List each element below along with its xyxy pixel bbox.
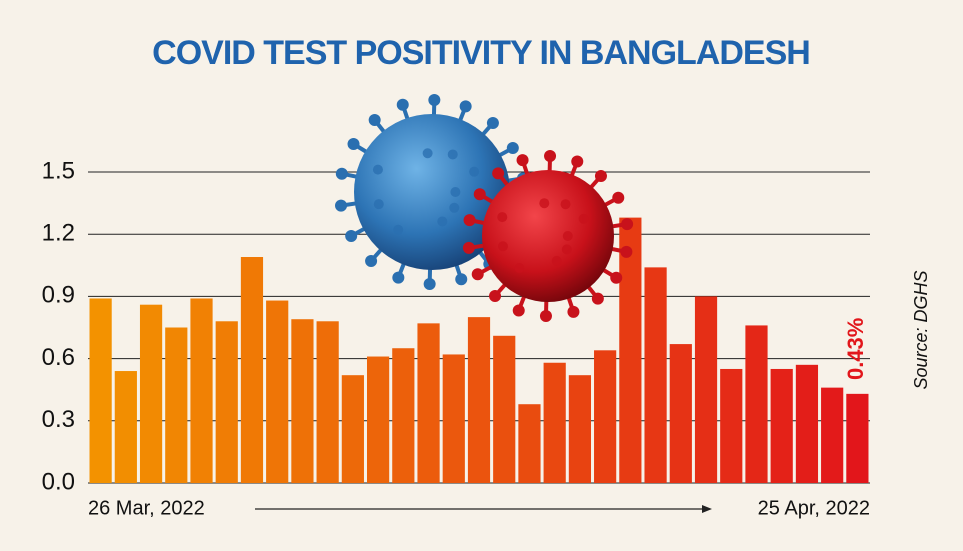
- virus-spike-tip: [571, 155, 584, 168]
- virus-knob: [469, 166, 480, 177]
- bar: [89, 298, 112, 483]
- bar: [366, 356, 390, 483]
- virus-spike-tip: [591, 292, 604, 305]
- virus-knob: [560, 199, 571, 210]
- bar: [316, 321, 339, 483]
- bar: [518, 404, 541, 483]
- virus-spike-tip: [594, 170, 607, 183]
- bar: [417, 323, 440, 483]
- virus-knob: [497, 241, 508, 252]
- virus-spike-tip: [345, 229, 358, 242]
- bar: [493, 335, 516, 483]
- bar: [165, 327, 188, 483]
- virus-knob: [539, 198, 550, 209]
- bar: [442, 354, 465, 483]
- virus-spike-tip: [544, 150, 557, 163]
- y-tick-label: 1.2: [42, 220, 75, 247]
- virus-knob: [422, 148, 433, 159]
- virus-spike-tip: [368, 114, 381, 127]
- virus-knob: [393, 224, 404, 235]
- bar: [644, 267, 667, 483]
- bar: [240, 257, 264, 483]
- virus-spike-tip: [455, 273, 468, 286]
- bar: [745, 325, 768, 483]
- virus-spike-tip: [428, 94, 441, 107]
- virus-spike-tip: [335, 167, 348, 180]
- virus-spike-tip: [335, 199, 348, 212]
- virus-illustration: [335, 94, 634, 322]
- y-tick-label: 0.9: [42, 282, 75, 309]
- value-label: 0.43%: [843, 318, 868, 380]
- virus-spike-tip: [489, 289, 502, 302]
- virus-spike-tip: [365, 254, 378, 267]
- bar: [568, 375, 592, 483]
- virus-spike-tip: [473, 188, 486, 201]
- virus-knob: [551, 255, 562, 266]
- virus-spike-tip: [396, 98, 409, 111]
- virus-knob: [372, 164, 383, 175]
- virus-spike-tip: [463, 214, 476, 227]
- bar: [846, 393, 869, 483]
- virus-spike-tip: [471, 268, 484, 281]
- bar: [543, 362, 566, 483]
- virus-spike-tip: [620, 245, 633, 258]
- virus-spike-tip: [347, 137, 360, 150]
- virus-knob: [497, 212, 508, 223]
- virus-spike-tip: [459, 100, 472, 113]
- bar: [770, 368, 793, 483]
- arrow-head: [702, 505, 712, 513]
- bar: [619, 217, 642, 483]
- virus-body: [482, 170, 614, 302]
- bar: [114, 371, 137, 483]
- virus-knob: [447, 149, 458, 160]
- bar: [467, 317, 491, 483]
- x-tick-label: 26 Mar, 2022: [88, 497, 205, 519]
- virus-spike-tip: [462, 241, 475, 254]
- bar: [720, 368, 743, 483]
- bars: [89, 217, 869, 483]
- virus-knob: [437, 216, 448, 227]
- virus-spike-tip: [486, 117, 499, 130]
- virus-spike-tip: [512, 304, 525, 317]
- virus-spike-tip: [506, 142, 519, 155]
- virus-knob: [561, 244, 572, 255]
- bar: [139, 304, 163, 483]
- virus-knob: [449, 202, 460, 213]
- virus-knob: [562, 231, 573, 241]
- virus-spike-tip: [423, 277, 436, 290]
- chart-title: COVID TEST POSITIVITY IN BANGLADESH: [152, 34, 810, 72]
- y-tick-label: 0.6: [42, 344, 75, 371]
- virus-spike-tip: [492, 167, 505, 180]
- virus-body: [354, 114, 510, 270]
- bar: [266, 300, 289, 483]
- virus-spike-tip: [516, 154, 529, 167]
- virus-spike-tip: [392, 271, 405, 284]
- y-tick-label: 0.0: [42, 468, 75, 495]
- virus-spike-tip: [539, 309, 552, 322]
- virus-spike-tip: [621, 218, 634, 231]
- bar: [795, 364, 819, 483]
- x-tick-label: 25 Apr, 2022: [758, 497, 870, 519]
- y-tick-label: 1.5: [42, 157, 75, 184]
- bar: [190, 298, 213, 483]
- bar: [821, 387, 844, 483]
- virus-spike-tip: [612, 191, 625, 204]
- bar: [291, 319, 314, 483]
- virus-knob: [514, 262, 525, 273]
- virus-spike-tip: [567, 305, 580, 318]
- bar: [215, 321, 238, 483]
- bar: [694, 296, 718, 483]
- bar: [669, 344, 692, 483]
- bar: [341, 375, 364, 483]
- y-tick-label: 0.3: [42, 406, 75, 433]
- virus-knob: [373, 199, 384, 210]
- virus-knob: [578, 213, 589, 224]
- bar: [594, 350, 617, 483]
- bar: [392, 348, 415, 483]
- source: Source: DGHS: [911, 270, 931, 389]
- virus-spike-tip: [610, 271, 623, 284]
- virus-knob: [450, 187, 461, 197]
